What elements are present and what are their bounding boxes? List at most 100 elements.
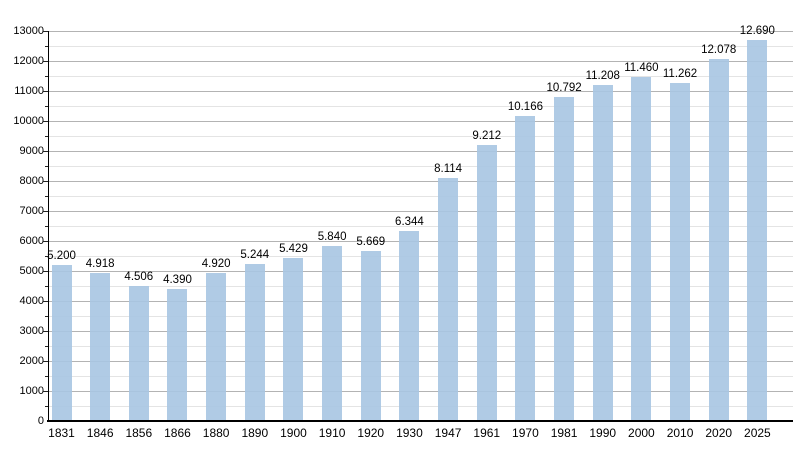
bar-value-label: 5.669	[356, 235, 386, 248]
y-axis-tick	[45, 76, 48, 77]
y-axis-tick	[43, 91, 48, 92]
y-tick-label: 11000	[14, 85, 44, 97]
bar-value-label: 10.166	[507, 101, 543, 114]
bar-value-label: 11.208	[585, 69, 620, 82]
x-tick-label: 1890	[241, 426, 269, 440]
y-tick-label: 3000	[19, 325, 44, 337]
bar	[747, 40, 768, 421]
bar	[592, 84, 613, 421]
bar	[51, 265, 72, 421]
major-gridline	[48, 301, 793, 302]
y-axis-tick	[45, 406, 48, 407]
y-tick-label: 7000	[19, 205, 44, 217]
x-tick-label: 1981	[550, 426, 578, 440]
bar-value-label: 11.460	[624, 62, 659, 75]
major-gridline	[48, 91, 793, 92]
y-axis-tick	[45, 166, 48, 167]
bar	[167, 289, 188, 421]
minor-gridline	[48, 286, 793, 287]
x-tick-label: 1920	[357, 426, 385, 440]
y-axis-line	[48, 31, 49, 421]
y-tick-label: 6000	[19, 235, 44, 247]
bar-value-label: 6.344	[395, 215, 424, 228]
y-axis-tick	[43, 391, 48, 392]
x-tick-label: 1866	[164, 426, 191, 440]
y-axis-tick	[43, 121, 48, 122]
y-axis-tick	[45, 136, 48, 137]
x-tick-label: 1961	[473, 426, 501, 440]
bar	[438, 177, 459, 421]
x-tick-label: 1846	[86, 426, 114, 440]
bar	[476, 144, 497, 421]
major-gridline	[48, 361, 793, 362]
y-tick-label: 0	[37, 415, 44, 427]
minor-gridline	[48, 136, 793, 137]
y-axis-tick	[45, 376, 48, 377]
y-axis-tick	[45, 46, 48, 47]
bar	[206, 273, 227, 421]
x-tick-label: 1910	[318, 426, 346, 440]
y-tick-label: 4000	[19, 295, 44, 307]
bar	[708, 58, 729, 421]
bar-value-label: 4.918	[85, 258, 115, 271]
y-axis-tick	[45, 346, 48, 347]
bar-value-label: 8.114	[434, 162, 463, 175]
major-gridline	[48, 271, 793, 272]
bar	[283, 258, 304, 421]
x-tick-label: 1880	[202, 426, 230, 440]
bar-value-label: 5.200	[47, 250, 76, 262]
bar	[322, 245, 343, 421]
y-tick-label: 8000	[19, 175, 44, 187]
bar	[515, 116, 536, 421]
x-tick-label: 1856	[125, 426, 153, 440]
y-tick-label: 5000	[19, 265, 44, 277]
bar-value-label: 10.792	[546, 82, 582, 95]
major-gridline	[48, 331, 793, 332]
minor-gridline	[48, 46, 793, 47]
bar-value-label: 9.212	[472, 129, 502, 142]
major-gridline	[48, 241, 793, 242]
major-gridline	[48, 391, 793, 392]
major-gridline	[48, 121, 793, 122]
minor-gridline	[48, 406, 793, 407]
bar	[631, 77, 652, 421]
major-gridline	[48, 61, 793, 62]
bar-value-label: 12.078	[701, 43, 737, 56]
bar	[90, 273, 111, 421]
y-axis-tick	[43, 31, 48, 32]
y-axis-tick	[43, 151, 48, 152]
bar	[360, 250, 381, 421]
x-tick-label: 1930	[396, 426, 423, 440]
x-tick-label: 1970	[512, 426, 539, 440]
y-axis-tick	[43, 61, 48, 62]
y-axis-tick	[43, 301, 48, 302]
bar	[128, 285, 149, 421]
x-tick-label: 1900	[280, 426, 307, 440]
y-tick-label: 10000	[13, 115, 44, 127]
x-axis-line	[47, 420, 793, 422]
major-gridline	[48, 181, 793, 182]
major-gridline	[48, 151, 793, 152]
bar-value-label: 12.690	[739, 25, 775, 38]
bar-value-label: 5.840	[317, 230, 347, 243]
y-axis-tick	[43, 241, 48, 242]
y-axis-tick	[45, 316, 48, 317]
y-tick-label: 9000	[19, 145, 44, 157]
x-tick-label: 2025	[744, 426, 771, 440]
y-axis-tick	[45, 226, 48, 227]
y-tick-label: 13000	[13, 25, 44, 37]
minor-gridline	[48, 346, 793, 347]
y-tick-label: 12000	[13, 55, 44, 67]
y-axis-tick	[43, 211, 48, 212]
y-axis-tick	[45, 256, 48, 257]
minor-gridline	[48, 196, 793, 197]
y-axis-tick	[45, 106, 48, 107]
minor-gridline	[48, 256, 793, 257]
minor-gridline	[48, 106, 793, 107]
x-tick-label: 1947	[434, 426, 462, 440]
x-tick-label: 2020	[705, 426, 733, 440]
bar-value-label: 5.429	[279, 243, 308, 256]
bar-value-label: 4.390	[163, 274, 192, 287]
major-gridline	[48, 211, 793, 212]
